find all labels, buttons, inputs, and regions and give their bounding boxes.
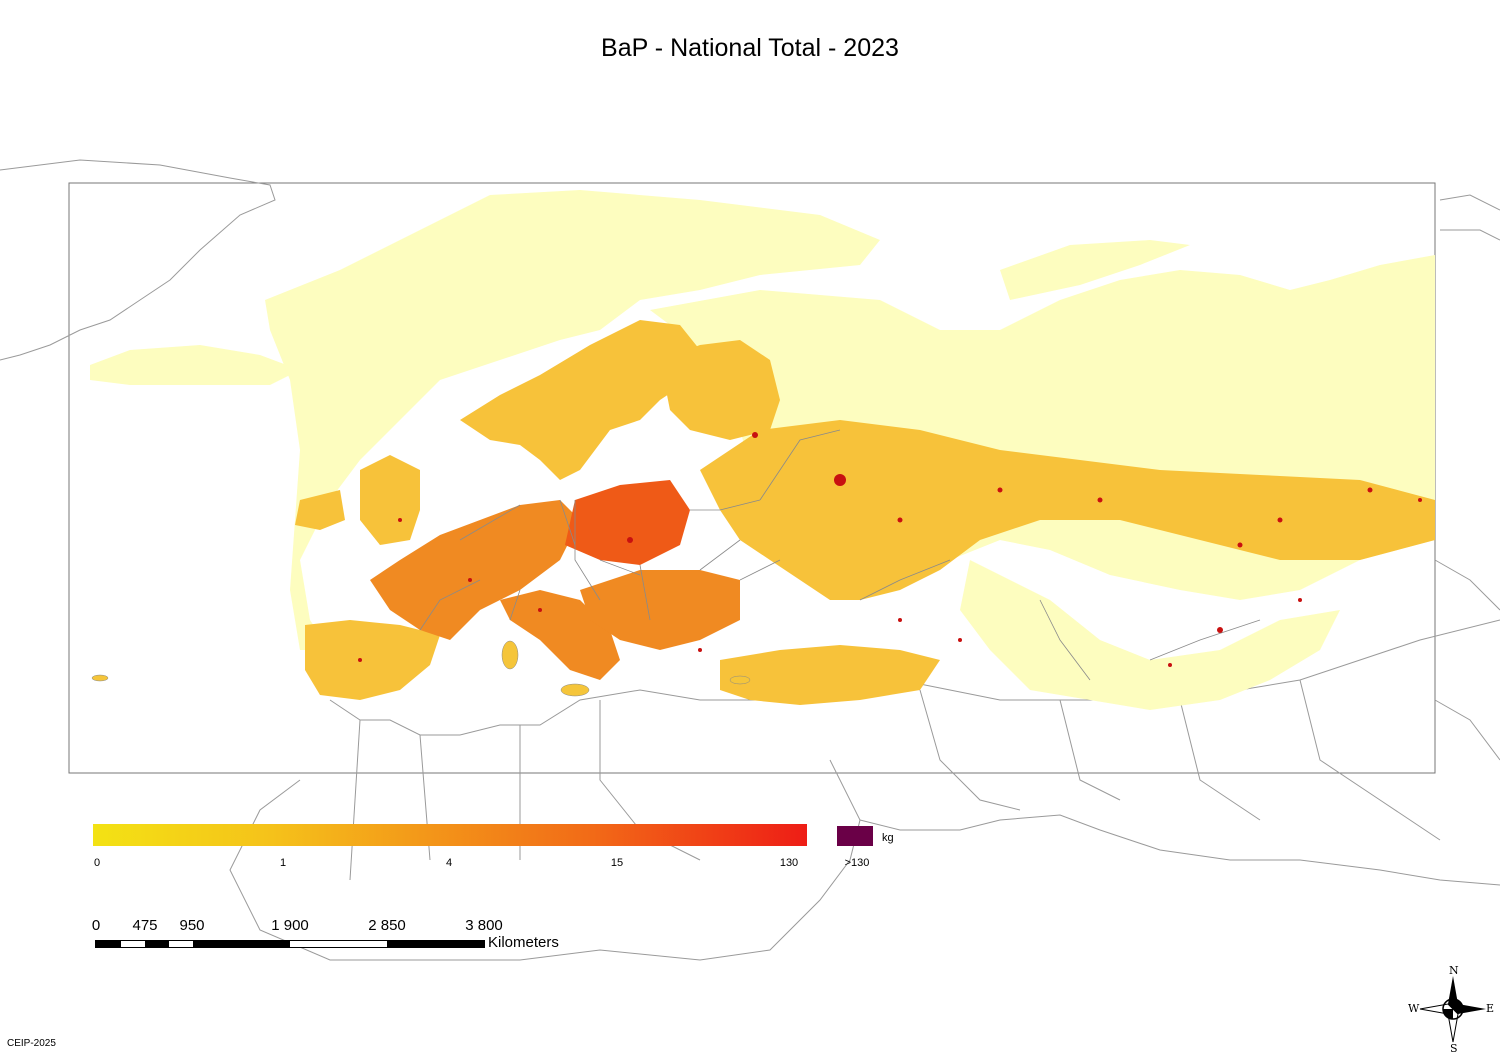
scale-label: 1 900 [271,917,309,934]
scale-label: 2 850 [368,917,406,934]
legend-tick: 130 [779,857,799,869]
scale-label: 0 [91,917,101,934]
high-emission-areas [370,500,740,680]
scale-label: 950 [179,917,205,934]
scale-bar [95,940,485,948]
legend-overflow-label: >130 [844,857,870,869]
map-title: BaP - National Total - 2023 [601,34,899,62]
legend-overflow-swatch [837,826,873,846]
country-borders [419,429,1261,681]
scale-label: 3 800 [465,917,503,934]
compass-w: W [1408,1002,1420,1015]
legend-colorbar [93,824,807,846]
compass-icon [1419,976,1486,1043]
legend-tick: 1 [279,857,287,869]
legend-tick: 4 [445,857,453,869]
legend-tick: 0 [93,857,101,869]
medium-emission-areas [295,320,1435,705]
islands [91,640,751,697]
outline-borders [0,159,1500,961]
scale-unit: Kilometers [488,934,559,951]
compass-s: S [1450,1042,1458,1055]
compass-n: N [1449,964,1459,977]
compass-rose: N S E W [1408,964,1498,1055]
emission-hotspots [358,432,1422,667]
compass-e: E [1486,1002,1495,1015]
legend-unit: kg [882,832,894,844]
very-high-emission-areas [565,480,690,565]
legend-tick: 15 [610,857,624,869]
scale-label: 475 [132,917,158,934]
credit-text: CEIP-2025 [7,1038,56,1049]
